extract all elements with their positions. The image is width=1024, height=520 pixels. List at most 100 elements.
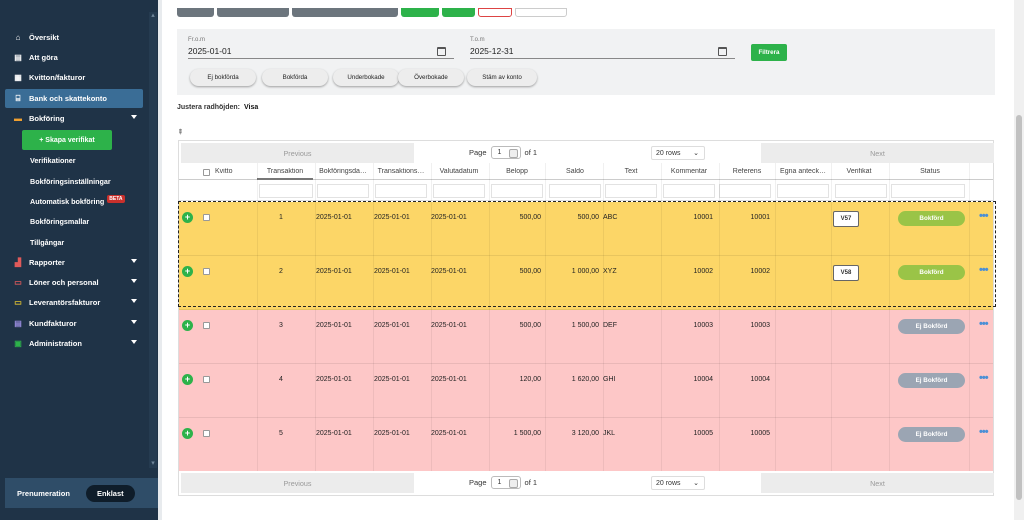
- pin-icon[interactable]: ✎: [175, 127, 185, 137]
- table-row[interactable]: +4 2025-01-01 2025-01-01 2025-01-01 120,00 1 …: [179, 364, 993, 418]
- filter-input[interactable]: [835, 184, 887, 198]
- plan-badge[interactable]: Enklast: [85, 484, 135, 502]
- nav-bokforing[interactable]: ▬ Bokföring: [5, 109, 143, 128]
- table-row[interactable]: +5 2025-01-01 2025-01-01 2025-01-01 1 500,00…: [179, 418, 993, 472]
- add-icon[interactable]: +: [182, 374, 193, 385]
- create-verification-button[interactable]: + Skapa verifikat: [22, 130, 112, 150]
- toolbar-button[interactable]: [292, 8, 398, 17]
- next-button[interactable]: Next: [761, 473, 994, 493]
- nav-kvitton[interactable]: ▦ Kvitton/fakturor: [5, 68, 143, 87]
- verification-link[interactable]: V58: [833, 265, 859, 281]
- previous-button[interactable]: Previous: [181, 473, 414, 493]
- more-options-icon[interactable]: •••: [979, 264, 989, 276]
- status-badge[interactable]: Ej Bokförd: [898, 319, 965, 334]
- sidebar-scrollbar[interactable]: ▴ ▾: [149, 12, 157, 468]
- previous-button[interactable]: Previous: [181, 143, 414, 163]
- toolbar-button[interactable]: [515, 8, 567, 17]
- from-date-field[interactable]: Fr.o.m 2025-01-01: [188, 37, 454, 59]
- more-options-icon[interactable]: •••: [979, 372, 989, 384]
- nav-kundfakturor[interactable]: ▤ Kundfakturor: [5, 314, 143, 333]
- nav-bokforingsinstallningar[interactable]: Bokföringsinställningar: [5, 172, 143, 191]
- nav-loner[interactable]: ▭ Löner och personal: [5, 273, 143, 292]
- table-row[interactable]: +1 2025-01-01 2025-01-01 2025-01-01 500,00 50…: [179, 202, 993, 256]
- rows-per-page-select[interactable]: 20 rows ⌄: [651, 146, 705, 160]
- col-transaktion[interactable]: Transaktion: [266, 168, 304, 175]
- nav-rapporter[interactable]: ▟ Rapporter: [5, 253, 143, 272]
- more-options-icon[interactable]: •••: [979, 318, 989, 330]
- toolbar-button[interactable]: [442, 8, 475, 17]
- status-badge[interactable]: Ej Bokförd: [898, 427, 965, 442]
- status-badge[interactable]: Bokförd: [898, 265, 965, 280]
- filter-input[interactable]: [491, 184, 543, 198]
- row-checkbox[interactable]: [203, 214, 210, 221]
- toolbar-button[interactable]: [177, 8, 214, 17]
- next-button[interactable]: Next: [761, 143, 994, 163]
- nav-verifikationer[interactable]: Verifikationer: [5, 151, 143, 170]
- nav-bank[interactable]: ⌸ Bank och skattekonto: [5, 89, 143, 108]
- chip-bokforda[interactable]: Bokförda: [262, 69, 328, 86]
- calendar-icon[interactable]: [718, 47, 727, 56]
- filter-input[interactable]: [259, 184, 313, 198]
- more-options-icon[interactable]: •••: [979, 210, 989, 222]
- scroll-down-icon[interactable]: ▾: [151, 460, 155, 467]
- col-status[interactable]: Status: [920, 168, 940, 175]
- filter-input[interactable]: [891, 184, 965, 198]
- col-belopp[interactable]: Belopp: [506, 168, 528, 175]
- filter-input[interactable]: [719, 184, 771, 198]
- filter-input[interactable]: [663, 184, 715, 198]
- table-row[interactable]: +2 2025-01-01 2025-01-01 2025-01-01 500,00 1 …: [179, 256, 993, 310]
- toolbar-button[interactable]: [401, 8, 439, 17]
- col-egna-anteckningar[interactable]: Egna anteck…: [780, 168, 826, 175]
- nav-att-gora[interactable]: ▤ Att göra: [5, 48, 143, 67]
- filter-input[interactable]: [549, 184, 601, 198]
- nav-bokforingsmallar[interactable]: Bokföringsmallar: [5, 212, 143, 231]
- add-icon[interactable]: +: [182, 320, 193, 331]
- row-checkbox[interactable]: [203, 430, 210, 437]
- chip-stam-av-konto[interactable]: Stäm av konto: [467, 69, 537, 86]
- filter-input[interactable]: [433, 184, 485, 198]
- table-row[interactable]: +3 2025-01-01 2025-01-01 2025-01-01 500,00 1 …: [179, 310, 993, 364]
- col-kvitto[interactable]: Kvitto: [215, 168, 233, 175]
- chip-overbokade[interactable]: Överbokade: [398, 69, 464, 86]
- filter-input[interactable]: [605, 184, 657, 198]
- add-icon[interactable]: +: [182, 428, 193, 439]
- filter-input[interactable]: [777, 184, 829, 198]
- chip-underbokade[interactable]: Underbokade: [333, 69, 399, 86]
- page-scrollbar[interactable]: [1014, 0, 1024, 520]
- col-verifikat[interactable]: Verifikat: [846, 168, 872, 175]
- filter-button[interactable]: Filtrera: [751, 44, 787, 61]
- add-icon[interactable]: +: [182, 266, 193, 277]
- row-checkbox[interactable]: [203, 376, 210, 383]
- nav-leverantorsfakturor[interactable]: ▭ Leverantörsfakturor: [5, 293, 143, 312]
- filter-input[interactable]: [317, 184, 369, 198]
- col-text[interactable]: Text: [624, 168, 638, 175]
- col-kommentar[interactable]: Kommentar: [670, 168, 708, 175]
- status-badge[interactable]: Ej Bokförd: [898, 373, 965, 388]
- row-height-toggle[interactable]: Visa: [244, 104, 259, 111]
- add-icon[interactable]: +: [182, 212, 193, 223]
- nav-administration[interactable]: ▣ Administration: [5, 334, 143, 353]
- from-date-value[interactable]: 2025-01-01: [188, 46, 232, 56]
- page-input[interactable]: 1: [490, 476, 521, 489]
- toolbar-button[interactable]: [478, 8, 512, 17]
- col-transaktionsdatum[interactable]: Transaktions…: [377, 168, 425, 175]
- col-valutadatum[interactable]: Valutadatum: [439, 168, 479, 175]
- nav-automatisk-bokforing[interactable]: Automatisk bokföring BETA: [5, 192, 143, 211]
- more-options-icon[interactable]: •••: [979, 426, 989, 438]
- col-referens[interactable]: Referens: [732, 168, 762, 175]
- status-badge[interactable]: Bokförd: [898, 211, 965, 226]
- to-date-value[interactable]: 2025-12-31: [470, 46, 514, 56]
- verification-link[interactable]: V57: [833, 211, 859, 227]
- chip-ej-bokforda[interactable]: Ej bokförda: [190, 69, 256, 86]
- nav-oversikt[interactable]: ⌂ Översikt: [5, 28, 143, 47]
- col-bokforingsdatum[interactable]: Bokföringsda…: [319, 168, 367, 175]
- to-date-field[interactable]: T.o.m 2025-12-31: [470, 37, 735, 59]
- scrollbar-thumb[interactable]: [1016, 115, 1022, 500]
- col-saldo[interactable]: Saldo: [566, 168, 584, 175]
- row-checkbox[interactable]: [203, 322, 210, 329]
- row-checkbox[interactable]: [203, 268, 210, 275]
- calendar-icon[interactable]: [437, 47, 446, 56]
- toolbar-button[interactable]: [217, 8, 289, 17]
- scroll-up-icon[interactable]: ▴: [151, 12, 155, 19]
- nav-tillgangar[interactable]: Tillgångar: [5, 233, 143, 252]
